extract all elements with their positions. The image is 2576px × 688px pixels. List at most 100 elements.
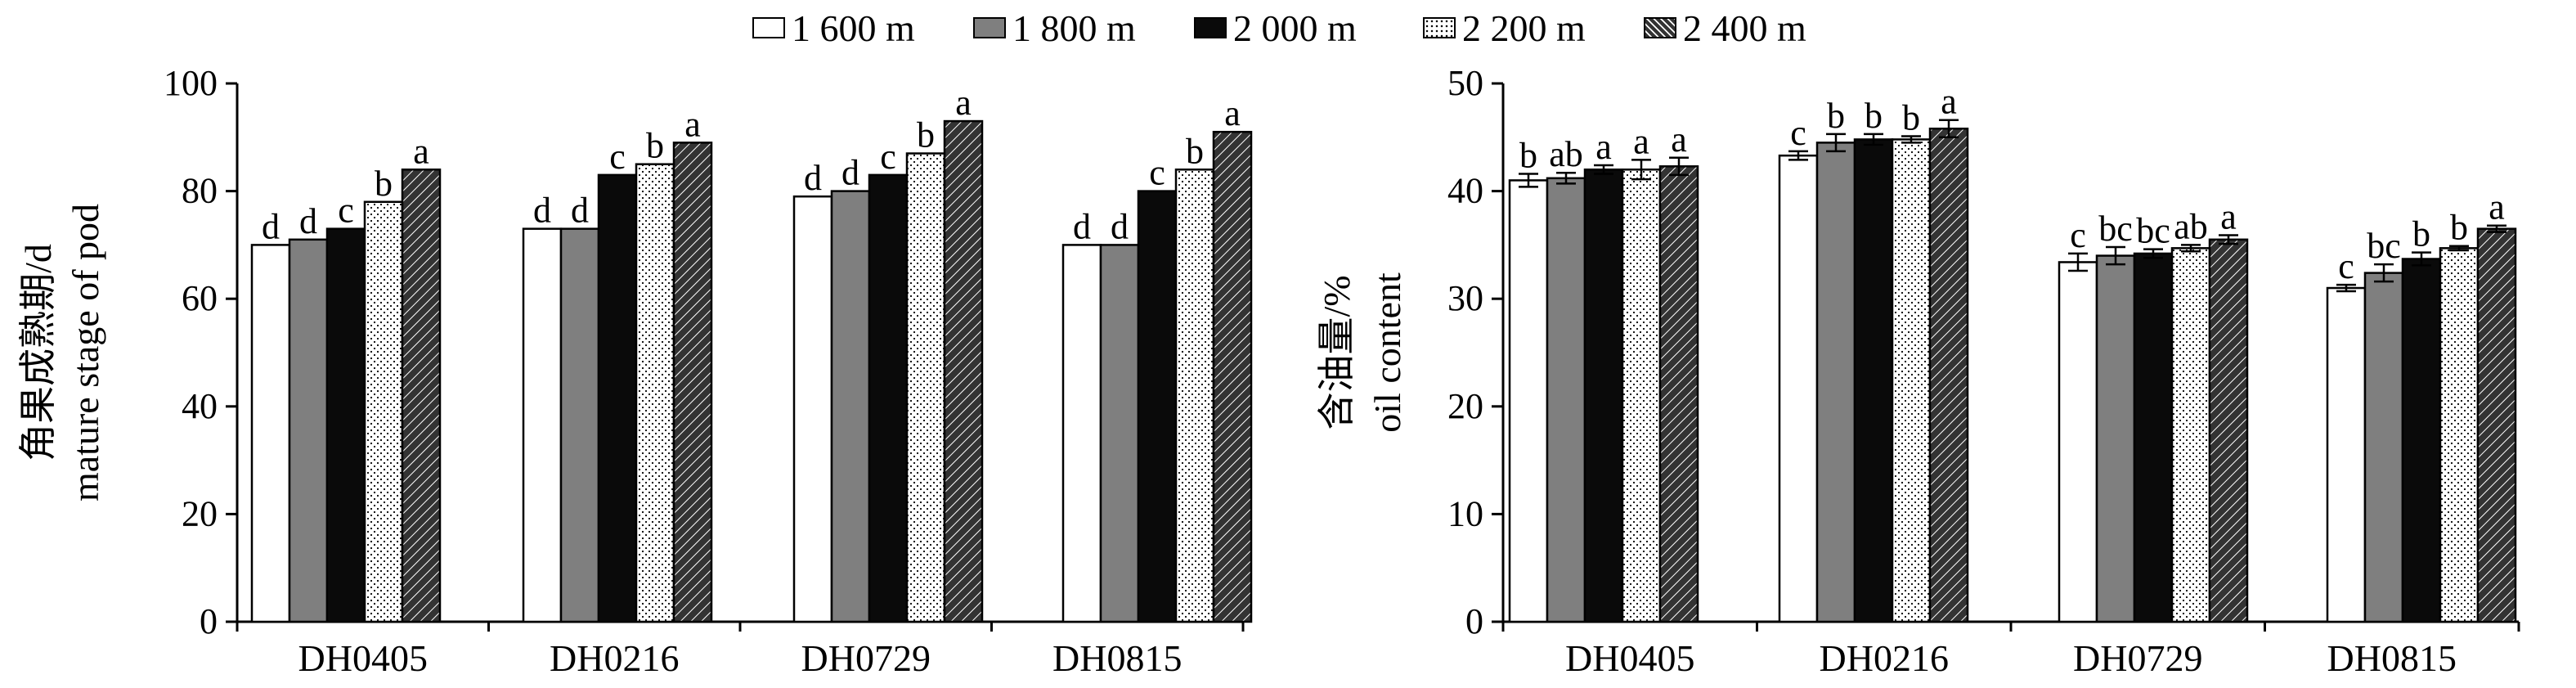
bar	[288, 238, 329, 623]
legend-item: 2 200 m	[1423, 7, 1586, 49]
significance-letter: a	[2220, 197, 2237, 237]
significance-letter: a	[1671, 119, 1687, 160]
bar	[2476, 227, 2517, 623]
y-tick-label: 0	[200, 601, 218, 641]
legend: 1 600 m 1 800 m 2 000 m 2 200 m 2 400 m	[0, 0, 2576, 57]
bar	[1137, 190, 1178, 623]
bar	[868, 173, 909, 623]
bar	[635, 163, 675, 623]
significance-letter: c	[2070, 215, 2086, 255]
y-axis-label-cn: 角果成熟期/d	[17, 244, 59, 461]
legend-label: 2 000 m	[1233, 7, 1357, 49]
significance-letter: d	[1073, 206, 1091, 246]
x-tick-label: DH0729	[2073, 637, 2202, 679]
bar	[672, 142, 713, 623]
bar	[1778, 154, 1819, 623]
significance-letter: d	[533, 191, 551, 231]
legend-label: 2 200 m	[1462, 7, 1586, 49]
bar	[2170, 247, 2211, 623]
significance-letter: c	[1149, 153, 1165, 193]
y-tick-label: 0	[1465, 601, 1483, 641]
bar	[830, 190, 871, 623]
significance-letter: a	[1941, 82, 1957, 122]
bar	[2401, 258, 2442, 623]
significance-letter: ab	[2174, 206, 2208, 246]
bar	[2058, 261, 2098, 623]
bar	[2363, 272, 2404, 623]
y-tick-label: 10	[1447, 493, 1483, 533]
y-axis-label-en: oil content	[1367, 272, 1408, 433]
bar	[905, 152, 946, 623]
x-tick-label: DH0405	[1565, 637, 1694, 679]
bar	[1621, 169, 1662, 623]
y-tick-label: 60	[182, 278, 218, 318]
bar	[325, 227, 366, 623]
bar	[1061, 244, 1102, 623]
significance-letter: a	[1595, 127, 1612, 167]
bar	[1212, 130, 1253, 623]
significance-letter: bc	[2367, 226, 2401, 266]
y-tick-label: 50	[1447, 63, 1483, 103]
significance-letter: b	[1902, 97, 1920, 137]
significance-letter: b	[1519, 136, 1537, 176]
significance-letter: c	[338, 191, 354, 231]
bar	[1853, 138, 1894, 623]
bar	[1546, 177, 1586, 623]
significance-letter: c	[880, 137, 896, 177]
significance-letter: b	[1827, 96, 1845, 136]
significance-letter: bc	[2098, 209, 2133, 249]
bar	[1891, 138, 1932, 623]
y-tick-label: 100	[164, 63, 218, 103]
significance-letter: ab	[1549, 134, 1583, 174]
significance-letter: d	[299, 201, 317, 241]
y-tick-label: 40	[1447, 171, 1483, 211]
bar	[792, 195, 833, 623]
legend-label: 2 400 m	[1683, 7, 1806, 49]
significance-letter: d	[804, 158, 822, 198]
bar	[363, 200, 404, 623]
x-tick-label: DH0216	[1820, 637, 1949, 679]
bar	[2095, 254, 2136, 623]
significance-letter: b	[2450, 208, 2468, 248]
legend-swatch	[973, 17, 1006, 38]
bar	[250, 244, 291, 623]
legend-item: 1 600 m	[752, 7, 915, 49]
y-tick-label: 40	[182, 386, 218, 426]
y-tick-label: 80	[182, 171, 218, 211]
significance-letter: b	[2412, 214, 2430, 254]
bar	[1815, 142, 1856, 623]
significance-letter: c	[609, 137, 626, 177]
significance-letter: d	[262, 206, 280, 246]
bar	[2326, 286, 2367, 623]
y-axis-label-en: mature stage of pod	[65, 204, 106, 501]
bar	[1174, 169, 1215, 623]
bar	[559, 227, 600, 623]
significance-letter: b	[646, 126, 664, 166]
significance-letter: a	[684, 104, 701, 144]
legend-swatch	[1194, 17, 1227, 38]
x-tick-label: DH0729	[801, 637, 931, 679]
bar	[1508, 179, 1549, 623]
legend-label: 1 800 m	[1012, 7, 1136, 49]
significance-letter: a	[1224, 93, 1241, 133]
significance-letter: b	[375, 164, 393, 204]
legend-swatch	[1644, 17, 1676, 38]
significance-letter: c	[1790, 113, 1806, 153]
y-tick-label: 20	[1447, 386, 1483, 426]
legend-label: 1 600 m	[792, 7, 915, 49]
bar	[1583, 169, 1624, 623]
legend-item: 2 400 m	[1644, 7, 1806, 49]
bar	[401, 169, 442, 623]
significance-letter: d	[841, 153, 859, 193]
bar	[2133, 252, 2174, 623]
significance-letter: b	[1186, 131, 1204, 171]
legend-swatch	[752, 17, 785, 38]
legend-item: 1 800 m	[973, 7, 1136, 49]
legend-swatch	[1423, 17, 1456, 38]
significance-letter: b	[917, 115, 935, 155]
bar	[1658, 165, 1699, 623]
y-axis-label-cn: 含油量/%	[1316, 275, 1358, 429]
